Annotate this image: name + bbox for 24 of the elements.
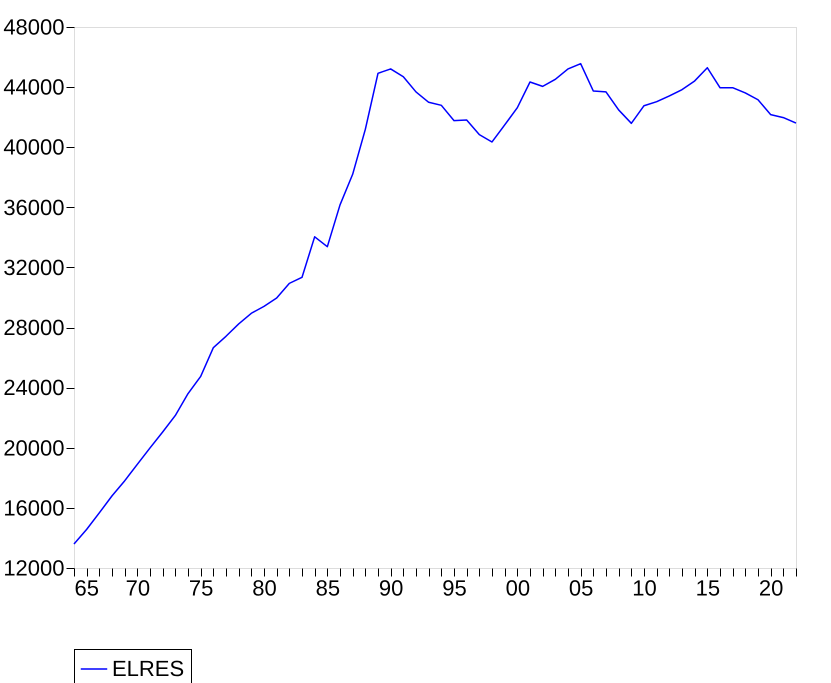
y-tick-label: 16000: [3, 495, 64, 520]
legend-label: ELRES: [112, 656, 184, 681]
y-tick-label: 32000: [3, 254, 64, 280]
x-tick-label: 80: [252, 576, 277, 600]
y-tick-label: 36000: [3, 194, 64, 220]
x-tick-label: 90: [378, 576, 404, 600]
y-tick-label: 48000: [3, 14, 64, 40]
x-tick-label: 20: [758, 576, 784, 600]
y-tick-label: 40000: [3, 134, 64, 160]
y-tick-label: 24000: [3, 375, 64, 400]
x-tick-label: 70: [126, 576, 150, 600]
x-tick-label: 15: [696, 576, 720, 600]
line-series: [73, 62, 797, 545]
x-tick-label: 00: [506, 576, 530, 600]
y-tick-label: 44000: [3, 74, 64, 100]
x-tick-label: 75: [188, 576, 214, 600]
x-tick-label: 85: [316, 576, 340, 600]
x-tick-label: 10: [632, 576, 657, 600]
x-tick-label: 05: [568, 576, 594, 600]
x-tick-label: 95: [442, 576, 467, 600]
x-tick-label: 65: [74, 576, 99, 600]
y-tick-label: 28000: [3, 315, 64, 340]
y-tick-label: 20000: [3, 435, 64, 460]
y-tick-label: 12000: [3, 556, 64, 580]
